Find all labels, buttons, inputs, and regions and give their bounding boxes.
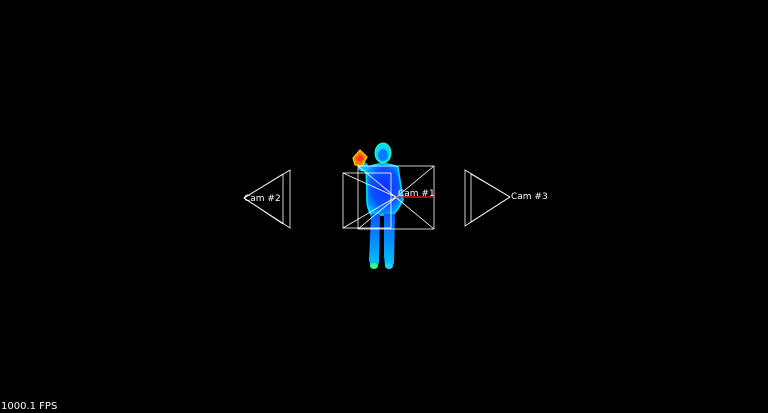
- cam-2-label: Cam #2: [244, 194, 281, 204]
- cam-3-label: Cam #3: [511, 192, 548, 202]
- cam-2-ray-b: [243, 197, 284, 225]
- cam-3-outline: [464, 169, 511, 227]
- cam-2-ray-a: [243, 173, 284, 199]
- head-core: [378, 149, 388, 161]
- cam-3-ray-b: [470, 196, 511, 223]
- cam-3-ray-a: [470, 173, 511, 198]
- cam-1-label: Cam #1: [398, 189, 435, 199]
- held-object-core: [356, 154, 364, 162]
- left-foot-blob: [370, 263, 378, 269]
- cam-1-ray-a: [342, 172, 397, 198]
- camera-frustum-cam-2[interactable]: [243, 169, 291, 229]
- camera-frustum-cam-3[interactable]: [464, 169, 511, 227]
- left-leg-blob: [369, 214, 380, 269]
- camera-frustum-cam-1[interactable]: [342, 165, 435, 230]
- right-leg-blob: [384, 214, 395, 268]
- cam-1-ray-b: [342, 196, 397, 229]
- fps-counter: 1000.1 FPS: [1, 401, 58, 412]
- person-point-cloud: [352, 142, 404, 269]
- torso-blob: [365, 163, 404, 216]
- right-foot-blob: [385, 263, 393, 269]
